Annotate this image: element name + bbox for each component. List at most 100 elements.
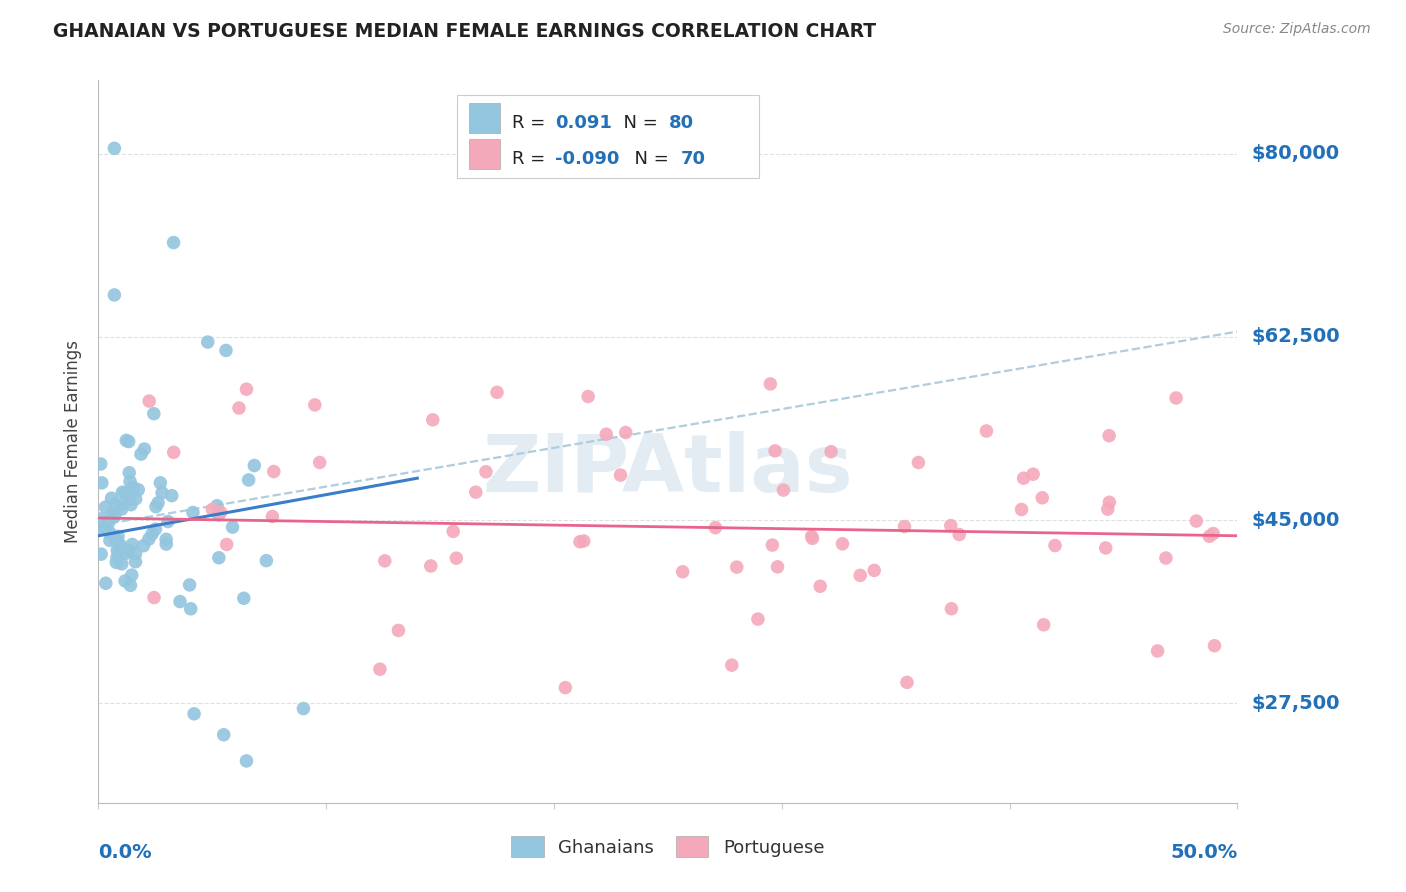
- Point: [121, 568, 143, 582]
- Point: [101, 507, 124, 521]
- Point: [475, 465, 498, 479]
- Point: [387, 624, 409, 638]
- Point: [896, 675, 918, 690]
- Point: [863, 563, 886, 577]
- Point: [150, 485, 173, 500]
- Point: [304, 398, 326, 412]
- Point: [1146, 644, 1168, 658]
- Point: [146, 496, 169, 510]
- Point: [235, 382, 257, 396]
- Point: [1022, 467, 1045, 482]
- Point: [446, 551, 468, 566]
- Point: [145, 522, 167, 536]
- Point: [120, 498, 142, 512]
- Point: [763, 443, 786, 458]
- Point: [179, 578, 201, 592]
- FancyBboxPatch shape: [457, 95, 759, 178]
- Point: [110, 538, 132, 552]
- Point: [1202, 526, 1225, 541]
- Point: [108, 541, 131, 555]
- Point: [160, 489, 183, 503]
- Point: [155, 537, 177, 551]
- Text: N =: N =: [612, 114, 664, 132]
- Point: [90, 457, 112, 471]
- Point: [1031, 491, 1053, 505]
- Point: [134, 442, 156, 456]
- Point: [117, 434, 139, 449]
- Text: ZIPAtlas: ZIPAtlas: [482, 432, 853, 509]
- FancyBboxPatch shape: [468, 139, 501, 169]
- Point: [201, 502, 224, 516]
- Point: [1154, 551, 1177, 566]
- Point: [138, 532, 160, 546]
- Point: [124, 491, 146, 506]
- Point: [1097, 502, 1119, 516]
- Point: [263, 465, 285, 479]
- Text: $27,500: $27,500: [1251, 694, 1340, 713]
- Point: [180, 602, 202, 616]
- Point: [1011, 502, 1033, 516]
- Point: [111, 557, 134, 571]
- Point: [100, 526, 122, 541]
- Point: [1204, 639, 1226, 653]
- Point: [120, 578, 142, 592]
- Point: [672, 565, 695, 579]
- Point: [254, 554, 277, 568]
- Point: [766, 559, 789, 574]
- Point: [207, 508, 229, 522]
- Point: [232, 591, 254, 606]
- Point: [292, 701, 315, 715]
- Text: GHANAIAN VS PORTUGUESE MEDIAN FEMALE EARNINGS CORRELATION CHART: GHANAIAN VS PORTUGUESE MEDIAN FEMALE EAR…: [53, 22, 876, 41]
- Point: [831, 537, 853, 551]
- Point: [422, 413, 444, 427]
- Point: [208, 550, 231, 565]
- Point: [976, 424, 998, 438]
- Point: [820, 444, 842, 458]
- Point: [97, 516, 120, 531]
- Point: [98, 533, 121, 548]
- Point: [205, 499, 228, 513]
- Point: [238, 473, 260, 487]
- Point: [94, 576, 117, 591]
- Point: [243, 458, 266, 473]
- Point: [124, 555, 146, 569]
- Point: [103, 288, 125, 302]
- Point: [747, 612, 769, 626]
- Point: [145, 500, 167, 514]
- Point: [110, 502, 132, 516]
- Point: [907, 455, 929, 469]
- Point: [118, 466, 141, 480]
- Point: [91, 521, 114, 535]
- Point: [235, 754, 257, 768]
- Point: [132, 539, 155, 553]
- Point: [110, 498, 132, 512]
- Point: [104, 497, 127, 511]
- Point: [1043, 539, 1066, 553]
- Point: [800, 529, 823, 543]
- Point: [118, 491, 141, 506]
- Point: [100, 491, 122, 506]
- Point: [486, 385, 509, 400]
- Point: [941, 601, 963, 615]
- Point: [117, 543, 139, 558]
- Y-axis label: Median Female Earnings: Median Female Earnings: [65, 340, 83, 543]
- Point: [568, 534, 591, 549]
- Text: 0.091: 0.091: [555, 114, 612, 132]
- Point: [308, 455, 330, 469]
- Point: [209, 505, 232, 519]
- Text: $45,000: $45,000: [1251, 510, 1340, 530]
- Point: [228, 401, 250, 415]
- Point: [181, 506, 204, 520]
- Point: [808, 579, 831, 593]
- Point: [141, 527, 163, 541]
- Point: [595, 427, 617, 442]
- Text: $62,500: $62,500: [1251, 327, 1340, 346]
- Point: [143, 591, 166, 605]
- Point: [90, 512, 112, 526]
- Point: [149, 475, 172, 490]
- Point: [368, 662, 391, 676]
- Point: [156, 515, 179, 529]
- Point: [939, 518, 962, 533]
- Text: 80: 80: [669, 114, 695, 132]
- Point: [103, 141, 125, 155]
